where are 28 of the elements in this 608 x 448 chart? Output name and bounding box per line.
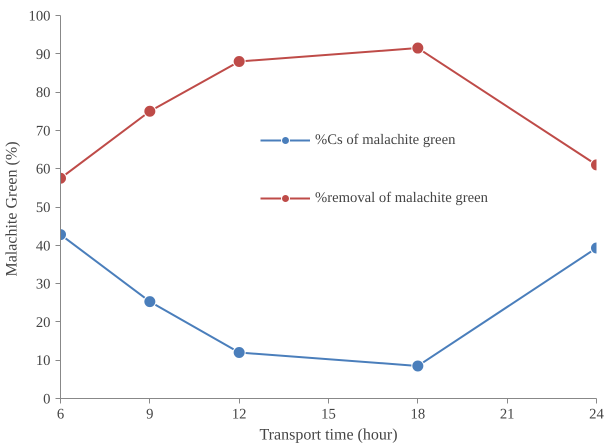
point xyxy=(143,104,156,118)
point xyxy=(232,346,246,360)
x-tick-label: 18 xyxy=(410,406,426,422)
y-tick-label: 90 xyxy=(36,46,50,63)
x-tick-label: 6 xyxy=(56,406,64,422)
x-tick-label: 21 xyxy=(500,406,514,422)
y-tick-label: 20 xyxy=(36,314,50,331)
x-tick-label: 9 xyxy=(146,406,154,422)
y-axis-title: Malachite Green (%) xyxy=(4,141,21,277)
point xyxy=(232,54,246,68)
y-tick-label: 40 xyxy=(36,238,50,254)
x-tick-label: 12 xyxy=(232,406,246,422)
x-tick-label: 24 xyxy=(589,406,604,422)
y-tick-label: 50 xyxy=(36,200,50,216)
point xyxy=(411,359,424,372)
y-tick-label: 70 xyxy=(36,123,50,140)
y-tick-label: 10 xyxy=(36,353,50,370)
y-tick-label: 30 xyxy=(36,276,50,293)
legend-label: %removal of malachite green xyxy=(315,190,488,206)
x-tick-label: 15 xyxy=(321,406,336,422)
y-tick-label: 0 xyxy=(43,392,50,408)
x-axis-title: Transport time (hour) xyxy=(259,426,398,444)
y-tick-label: 60 xyxy=(36,162,50,178)
y-tick-label: 100 xyxy=(28,8,50,24)
point xyxy=(411,42,424,55)
point xyxy=(143,295,156,308)
legend-label: %Cs of malachite green xyxy=(315,132,456,148)
y-tick-label: 80 xyxy=(36,85,50,102)
